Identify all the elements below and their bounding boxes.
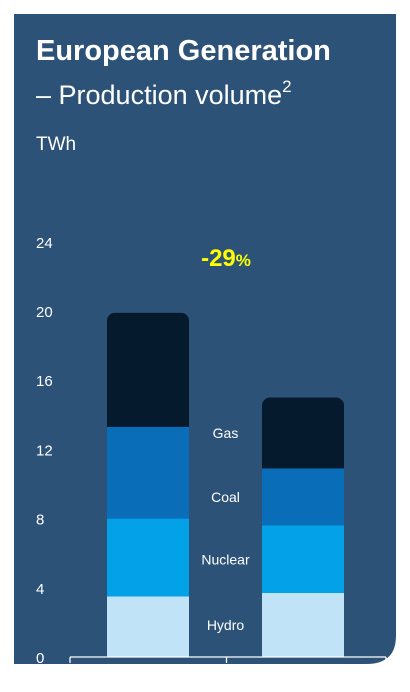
y-tick-label-20: 20 [36, 304, 53, 321]
y-tick-label-4: 4 [36, 581, 44, 598]
series-label-coal: Coal [211, 489, 240, 505]
chart-title: European Generation [36, 35, 331, 67]
bar-stack-q1-2020 [262, 397, 344, 657]
change-value: -29 [201, 245, 236, 272]
bar-segment-gas-q1-2019 [107, 312, 189, 427]
series-label-hydro: Hydro [207, 617, 245, 633]
chart-subtitle: – Production volume2 [36, 77, 292, 111]
bar-segment-gas-q1-2020 [262, 397, 344, 469]
bar-stack-q1-2019 [107, 312, 189, 657]
bar-segment-coal-q1-2019 [107, 426, 189, 519]
change-unit: % [236, 251, 251, 270]
unit-label: TWh [36, 134, 77, 155]
y-tick-label-12: 12 [36, 442, 53, 459]
y-tick-label-16: 16 [36, 373, 53, 390]
y-tick-label-8: 8 [36, 512, 44, 529]
change-annotation: -29% [201, 245, 251, 272]
x-tick-label-q1-2019: Q1 2019 [121, 668, 175, 684]
footnote-marker: 2 [282, 77, 292, 96]
bar-segment-nuclear-q1-2020 [262, 525, 344, 593]
x-tick-label-q1-2020: Q1 2020 [278, 668, 332, 684]
y-tick-label-24: 24 [36, 235, 53, 252]
bar-segment-coal-q1-2020 [262, 468, 344, 526]
y-tick-label-0: 0 [36, 650, 44, 667]
series-label-nuclear: Nuclear [201, 551, 250, 567]
bar-segment-nuclear-q1-2019 [107, 518, 189, 597]
bar-segment-hydro-q1-2020 [262, 592, 344, 657]
bar-segment-hydro-q1-2019 [107, 596, 189, 657]
series-label-gas: Gas [213, 425, 239, 441]
subtitle-text: – Production volume [36, 80, 283, 110]
